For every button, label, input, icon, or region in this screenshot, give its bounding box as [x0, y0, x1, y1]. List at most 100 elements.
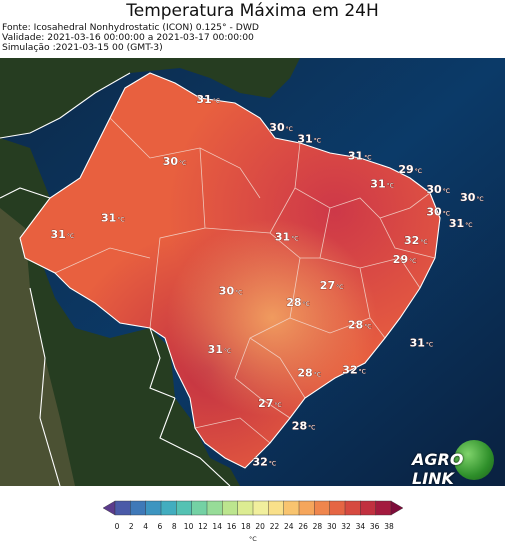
- temperature-label: 31°C: [275, 231, 299, 244]
- colorbar-cell: [268, 500, 285, 516]
- temperature-value: 30: [426, 183, 442, 196]
- temperature-value: 32: [253, 456, 268, 469]
- surrounding-land: [0, 58, 300, 486]
- temperature-unit: °C: [415, 168, 422, 175]
- colorbar-unit: °C: [249, 535, 257, 543]
- temperature-label: 31°C: [208, 343, 232, 356]
- temperature-label: 31°C: [297, 133, 321, 146]
- temperature-label: 31°C: [348, 149, 372, 162]
- colorbar-tick-label: 16: [226, 522, 237, 531]
- temperature-label: 31°C: [196, 93, 220, 106]
- temperature-value: 31: [208, 343, 223, 356]
- colorbar-tick-label: 14: [212, 522, 222, 531]
- colorbar-tick-label: 6: [157, 522, 163, 531]
- temperature-unit: °C: [314, 372, 321, 379]
- colorbar-cell: [130, 500, 147, 516]
- colorbar-cell: [222, 500, 239, 516]
- temperature-label: 31°C: [370, 178, 394, 191]
- temperature-unit: °C: [364, 323, 371, 330]
- temperature-label: 30°C: [269, 121, 293, 134]
- agrolink-logo: AGRO LINK: [412, 438, 502, 488]
- colorbar-tick-label: 4: [143, 522, 149, 531]
- colorbar-cell: [103, 500, 116, 516]
- temperature-label: 32°C: [342, 363, 366, 376]
- temperature-unit: °C: [213, 98, 220, 105]
- temperature-unit: °C: [308, 425, 315, 432]
- temperature-unit: °C: [364, 154, 371, 161]
- colorbar-cell: [160, 500, 177, 516]
- colorbar: [103, 500, 403, 516]
- colorbar-tick-label: 0: [114, 522, 120, 531]
- temperature-label: 28°C: [292, 420, 316, 433]
- temperature-value: 28: [292, 420, 307, 433]
- temperature-label: 30°C: [426, 183, 450, 196]
- temperature-value: 29: [393, 253, 408, 266]
- temperature-label: 27°C: [320, 279, 344, 292]
- temperature-label: 29°C: [398, 163, 422, 176]
- temperature-unit: °C: [235, 290, 242, 297]
- source-line: Fonte: Icosahedral Nonhydrostatic (ICON)…: [2, 22, 260, 33]
- colorbar-cell: [375, 500, 392, 516]
- temperature-unit: °C: [269, 461, 276, 468]
- temperature-unit: °C: [476, 196, 483, 203]
- temperature-value: 31: [275, 231, 290, 244]
- temperature-value: 30: [163, 155, 179, 168]
- temperature-value: 31: [410, 336, 425, 349]
- temperature-label: 30°C: [219, 285, 243, 298]
- temperature-value: 31: [297, 133, 312, 146]
- colorbar-cell: [390, 500, 403, 516]
- temperature-label: 32°C: [253, 456, 277, 469]
- temperature-unit: °C: [314, 138, 321, 145]
- temperature-unit: °C: [420, 239, 427, 246]
- temperature-label: 30°C: [426, 206, 450, 219]
- temperature-value: 32: [342, 363, 357, 376]
- temperature-value: 28: [286, 296, 301, 309]
- colorbar-tick-label: 18: [241, 522, 251, 531]
- temperature-value: 31: [196, 93, 211, 106]
- temperature-map: 31°C 30°C 31°C 31°C 29°C 30°C 31°C 30°C 30°C 30°C…: [0, 58, 505, 486]
- andes-region: [0, 208, 75, 486]
- temperature-unit: °C: [179, 160, 186, 167]
- colorbar-tick-label: 28: [312, 522, 323, 531]
- temperature-unit: °C: [359, 368, 366, 375]
- temperature-value: 27: [258, 397, 273, 410]
- temperature-label: 30°C: [163, 155, 187, 168]
- temperature-unit: °C: [336, 284, 343, 291]
- temperature-labels: 31°C30°C31°C31°C29°C30°C31°C 30°C 30°C30°C…: [50, 93, 484, 469]
- colorbar-cell: [191, 500, 208, 516]
- temperature-value: 31: [370, 178, 385, 191]
- country-borders: [0, 72, 441, 486]
- temperature-value: 31: [449, 217, 464, 230]
- colorbar-tick-label: 2: [128, 522, 134, 531]
- temperature-value: 31: [51, 228, 66, 241]
- colorbar-tick-label: 20: [255, 522, 265, 531]
- temperature-label: 31°C: [449, 217, 473, 230]
- temperature-unit: °C: [286, 126, 293, 133]
- validity-line: Validade: 2021-03-16 00:00:00 a 2021-03-…: [2, 32, 254, 43]
- temperature-unit: °C: [443, 211, 450, 218]
- temperature-unit: °C: [465, 222, 472, 229]
- temperature-value: 31: [348, 149, 363, 162]
- temperature-value: 30: [219, 285, 235, 298]
- temperature-unit: °C: [67, 233, 74, 240]
- temperature-unit: °C: [443, 188, 450, 195]
- colorbar-tick-label: 30: [326, 522, 337, 531]
- temperature-value: 32: [404, 234, 419, 247]
- temperature-label: 31°C: [51, 228, 75, 241]
- state-borders: [54, 117, 436, 444]
- map-canvas: 31°C30°C31°C31°C29°C30°C31°C 30°C 30°C30°C…: [0, 58, 505, 486]
- temperature-label: 30°C: [460, 191, 484, 204]
- temperature-unit: °C: [291, 236, 298, 243]
- temperature-label: 28°C: [348, 318, 372, 331]
- colorbar-cell: [329, 500, 346, 516]
- colorbar-tick-label: 8: [171, 522, 177, 531]
- colorbar-cell: [237, 500, 254, 516]
- colorbar-tick-label: 34: [355, 522, 366, 531]
- temperature-label: 28°C: [297, 367, 321, 380]
- colorbar-cell: [206, 500, 223, 516]
- colorbar-tick-label: 24: [284, 522, 294, 531]
- globe-icon: [454, 440, 494, 480]
- cooler-overlay-southeast: [20, 73, 440, 468]
- colorbar-cell: [360, 500, 377, 516]
- colorbar-tick-label: 26: [298, 522, 308, 531]
